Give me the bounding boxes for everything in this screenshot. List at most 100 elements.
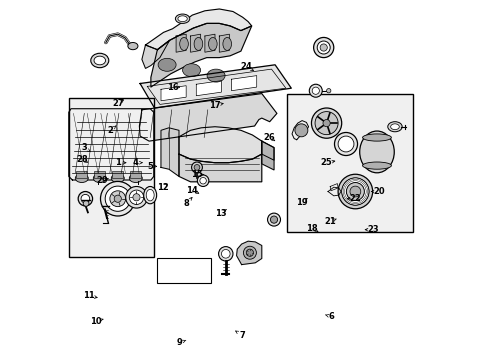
Circle shape xyxy=(313,37,333,58)
Circle shape xyxy=(243,246,256,259)
Circle shape xyxy=(294,124,307,137)
Bar xyxy=(157,258,210,283)
Text: 22: 22 xyxy=(349,194,361,203)
Bar xyxy=(112,171,123,178)
Ellipse shape xyxy=(127,42,138,50)
Text: 13: 13 xyxy=(215,209,226,217)
Polygon shape xyxy=(139,94,276,141)
Text: 1: 1 xyxy=(115,158,121,167)
Circle shape xyxy=(125,186,147,208)
Circle shape xyxy=(322,120,329,127)
Ellipse shape xyxy=(362,162,390,169)
Ellipse shape xyxy=(362,134,390,141)
Bar xyxy=(76,171,87,178)
Text: 23: 23 xyxy=(367,225,378,234)
Polygon shape xyxy=(142,40,169,68)
Polygon shape xyxy=(179,127,261,163)
Circle shape xyxy=(346,183,364,201)
Circle shape xyxy=(314,112,337,135)
Circle shape xyxy=(200,177,206,184)
Circle shape xyxy=(337,136,353,152)
Polygon shape xyxy=(190,34,200,52)
Ellipse shape xyxy=(390,124,399,130)
Text: 2: 2 xyxy=(107,126,113,135)
Text: 5: 5 xyxy=(147,162,153,171)
Ellipse shape xyxy=(359,131,393,173)
Polygon shape xyxy=(69,109,153,180)
Text: 12: 12 xyxy=(156,184,168,192)
Polygon shape xyxy=(261,141,273,160)
Ellipse shape xyxy=(175,14,189,23)
Ellipse shape xyxy=(111,174,124,183)
Circle shape xyxy=(218,247,232,261)
Ellipse shape xyxy=(75,174,88,183)
Circle shape xyxy=(309,84,322,97)
Circle shape xyxy=(197,175,208,186)
Ellipse shape xyxy=(129,174,142,183)
Text: 11: 11 xyxy=(83,292,95,300)
Ellipse shape xyxy=(206,69,224,82)
Ellipse shape xyxy=(182,64,200,77)
Text: 10: 10 xyxy=(90,317,102,325)
Circle shape xyxy=(267,213,280,226)
Text: 6: 6 xyxy=(328,312,334,321)
Circle shape xyxy=(221,249,230,258)
Text: 16: 16 xyxy=(167,83,179,91)
Circle shape xyxy=(133,194,140,201)
Ellipse shape xyxy=(93,174,106,183)
Polygon shape xyxy=(179,154,261,182)
Text: 29: 29 xyxy=(96,176,108,185)
Text: 4: 4 xyxy=(133,158,139,167)
Text: 26: 26 xyxy=(263,133,274,142)
Bar xyxy=(94,171,105,178)
Circle shape xyxy=(246,249,253,256)
Text: 20: 20 xyxy=(373,187,385,196)
Text: 28: 28 xyxy=(76,154,87,163)
Circle shape xyxy=(320,44,326,51)
Ellipse shape xyxy=(387,122,401,132)
Polygon shape xyxy=(236,241,261,265)
Circle shape xyxy=(334,132,357,156)
Text: 27: 27 xyxy=(112,99,123,108)
Circle shape xyxy=(194,165,200,170)
Polygon shape xyxy=(176,34,186,52)
Polygon shape xyxy=(219,34,229,52)
Text: 25: 25 xyxy=(320,158,332,167)
Polygon shape xyxy=(140,65,291,108)
Circle shape xyxy=(191,162,202,173)
Ellipse shape xyxy=(158,58,176,71)
Text: 24: 24 xyxy=(240,62,252,71)
Text: 14: 14 xyxy=(186,186,198,194)
Circle shape xyxy=(349,186,360,197)
Text: 18: 18 xyxy=(306,224,317,233)
Circle shape xyxy=(129,190,143,204)
Ellipse shape xyxy=(179,37,188,50)
Polygon shape xyxy=(145,9,251,50)
Ellipse shape xyxy=(146,189,154,201)
Text: 7: 7 xyxy=(239,331,245,340)
Polygon shape xyxy=(196,81,221,96)
Polygon shape xyxy=(329,184,337,191)
Circle shape xyxy=(317,41,329,54)
Circle shape xyxy=(83,201,89,206)
Text: 9: 9 xyxy=(177,338,182,347)
Ellipse shape xyxy=(194,37,203,50)
Ellipse shape xyxy=(223,37,231,50)
Bar xyxy=(69,98,153,257)
Polygon shape xyxy=(291,121,308,140)
Circle shape xyxy=(311,87,319,94)
Circle shape xyxy=(337,174,372,209)
Circle shape xyxy=(311,108,341,138)
Text: 8: 8 xyxy=(183,199,189,208)
Circle shape xyxy=(114,195,121,202)
Ellipse shape xyxy=(143,186,156,204)
Ellipse shape xyxy=(94,56,105,65)
Polygon shape xyxy=(231,76,256,91)
Polygon shape xyxy=(204,34,215,52)
Polygon shape xyxy=(261,141,273,170)
Circle shape xyxy=(341,178,368,205)
Ellipse shape xyxy=(91,53,108,68)
Text: 15: 15 xyxy=(191,170,203,179)
Polygon shape xyxy=(151,23,251,87)
Circle shape xyxy=(105,186,130,211)
